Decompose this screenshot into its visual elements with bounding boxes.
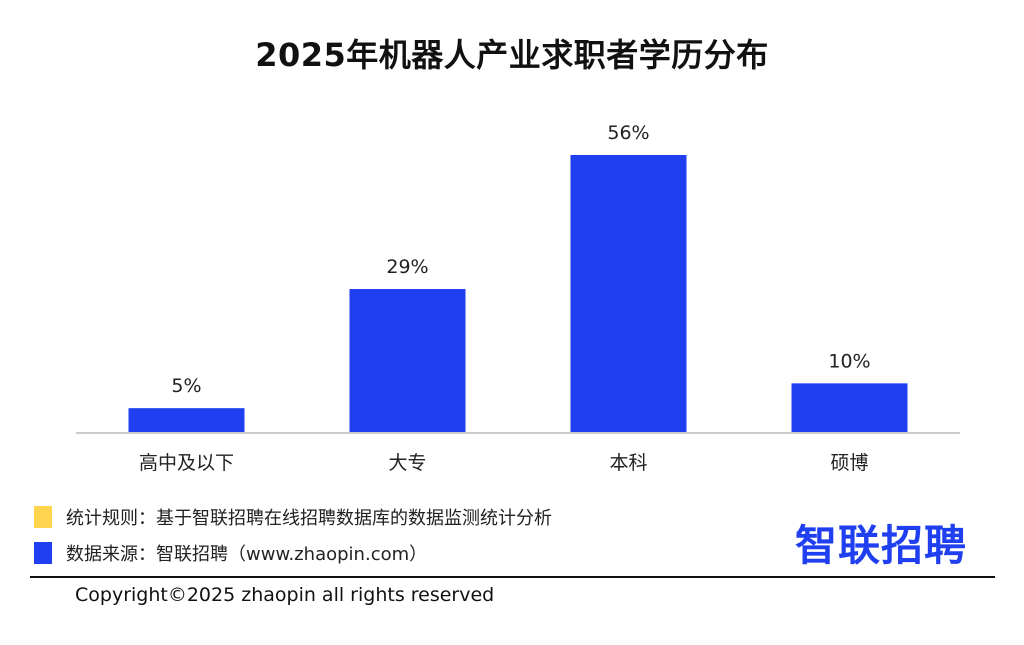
zhaopin-logo: 智联招聘 xyxy=(795,521,968,570)
data-label-2: 56% xyxy=(607,122,649,144)
data-label-3: 10% xyxy=(828,350,870,372)
legend-swatch-yellow xyxy=(34,506,52,528)
bar-chart: 5% 高中及以下 29% 大专 56% 本科 10% 硕博 xyxy=(76,122,960,474)
bar-0 xyxy=(128,408,245,433)
legend-swatch-blue xyxy=(34,542,52,564)
data-label-0: 5% xyxy=(171,375,201,397)
legend-source-label: 数据来源：智联招聘（www.zhaopin.com） xyxy=(66,544,428,565)
legend-rule-label: 统计规则：基于智联招聘在线招聘数据库的数据监测统计分析 xyxy=(66,508,552,529)
x-tick-label-0: 高中及以下 xyxy=(139,452,234,474)
x-tick-label-2: 本科 xyxy=(609,452,647,474)
data-label-1: 29% xyxy=(386,256,428,278)
legend-item-source: 数据来源：智联招聘（www.zhaopin.com） xyxy=(34,540,427,566)
bar-3 xyxy=(791,383,908,433)
legend-item-rule: 统计规则：基于智联招聘在线招聘数据库的数据监测统计分析 xyxy=(34,504,552,530)
x-tick-label-3: 硕博 xyxy=(830,452,868,474)
bar-1 xyxy=(349,289,466,433)
footer-divider xyxy=(30,576,995,578)
bar-2 xyxy=(570,155,687,433)
copyright-text: Copyright©2025 zhaopin all rights reserv… xyxy=(75,584,495,606)
chart-title: 2025年机器人产业求职者学历分布 xyxy=(255,36,769,74)
x-tick-label-1: 大专 xyxy=(388,452,426,474)
